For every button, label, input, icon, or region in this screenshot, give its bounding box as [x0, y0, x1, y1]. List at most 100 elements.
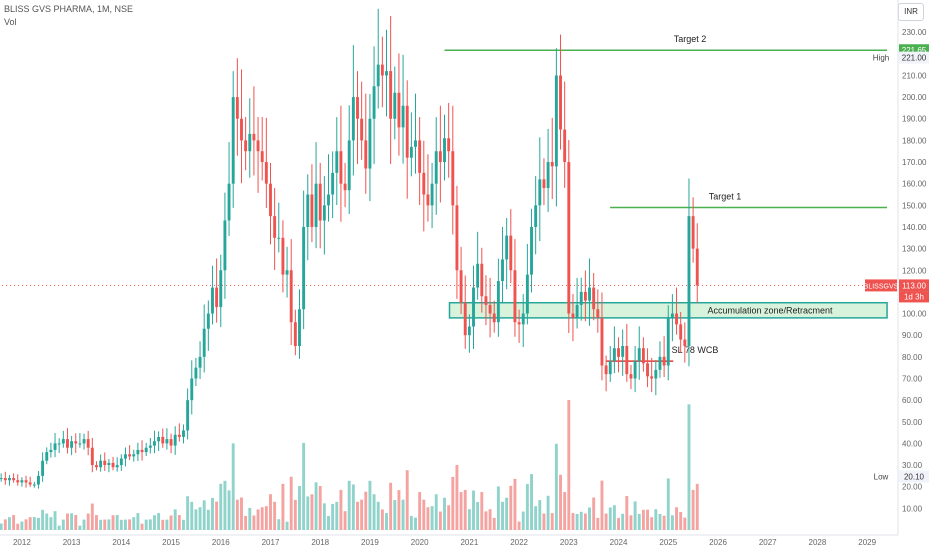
candle-body — [389, 71, 393, 119]
candle-body — [492, 313, 496, 323]
x-tick-label: 2018 — [311, 538, 329, 547]
volume-bar — [153, 515, 156, 530]
volume-bar — [8, 517, 11, 530]
zone-label: Accumulation zone/Retracment — [707, 305, 833, 315]
volume-bar — [447, 505, 451, 530]
volume-bar — [95, 515, 98, 530]
candle-body — [563, 129, 567, 163]
volume-bar — [240, 497, 243, 530]
x-tick-label: 2019 — [361, 538, 379, 547]
candle-body — [509, 235, 513, 271]
candle-body — [49, 449, 53, 453]
volume-bar — [670, 515, 674, 530]
volume-bar — [343, 511, 347, 530]
volume-bar — [501, 501, 504, 530]
volume-bar — [269, 494, 272, 530]
volume-bar — [430, 506, 434, 530]
candle-body — [414, 140, 417, 147]
volume-bar — [488, 509, 492, 530]
volume-bar — [227, 490, 231, 530]
candle-body — [240, 118, 243, 141]
volume-bar — [401, 499, 405, 530]
volume-bar — [521, 511, 525, 530]
volume-bar — [293, 499, 297, 530]
candle-body — [525, 274, 529, 314]
candle-body — [8, 478, 11, 481]
volume-bar — [654, 509, 658, 530]
volume-bar — [579, 511, 583, 530]
volume-bar — [24, 519, 28, 530]
candle-body — [422, 172, 426, 195]
candle-body — [144, 447, 148, 453]
candle-body — [153, 441, 156, 446]
volume-bar — [182, 519, 185, 530]
candle-body — [534, 205, 538, 227]
y-tick-label: 120.00 — [902, 266, 927, 275]
candle-body — [202, 328, 206, 357]
volume-bar — [335, 501, 339, 530]
candle-body — [679, 324, 683, 340]
annotation-label: SL 78 WCB — [672, 345, 719, 355]
y-tick-label: 140.00 — [902, 223, 927, 232]
candle-body — [132, 454, 136, 457]
x-tick-label: 2020 — [411, 538, 429, 547]
candle-body — [641, 348, 645, 364]
volume-bar — [41, 509, 45, 530]
candle-body — [687, 216, 691, 347]
candle-body — [691, 216, 695, 249]
volume-bar — [484, 511, 488, 530]
last-price-badge: 113.00 — [902, 281, 926, 290]
candle-body — [521, 313, 525, 325]
y-tick-label: 90.00 — [902, 331, 923, 340]
candle-body — [103, 460, 107, 466]
volume-bar — [306, 496, 310, 530]
candle-body — [140, 449, 144, 453]
candle-body — [496, 281, 500, 323]
candle-body — [90, 447, 94, 466]
volume-bar — [621, 513, 625, 530]
volume-bar — [695, 483, 699, 530]
volume-bar — [517, 521, 521, 530]
candle-body — [99, 460, 103, 468]
candle-body — [472, 287, 475, 327]
volume-bar — [169, 515, 173, 530]
volume-bar — [546, 495, 550, 530]
symbol-title: BLISS GVS PHARMA, 1M, NSE — [4, 4, 134, 14]
candle-body — [318, 183, 322, 221]
candle-body — [646, 363, 649, 377]
volume-bar — [322, 503, 326, 530]
volume-bar — [409, 515, 413, 530]
candle-body — [289, 270, 293, 323]
candle-body — [173, 434, 177, 446]
candle-body — [231, 97, 235, 184]
candle-body — [244, 140, 248, 152]
candle-body — [430, 183, 434, 206]
candle-body — [128, 454, 132, 457]
volume-bar — [612, 505, 616, 530]
volume-bar — [244, 515, 248, 530]
candle-body — [161, 436, 165, 444]
volume-bar — [534, 506, 538, 530]
volume-bar — [505, 497, 509, 530]
candle-body — [206, 313, 210, 329]
volume-bar — [554, 443, 558, 530]
target-price-badge: 221.65 — [902, 46, 927, 55]
candle-body — [517, 322, 521, 325]
volume-bar — [252, 515, 256, 530]
x-tick-label: 2025 — [659, 538, 677, 547]
volume-bar — [641, 509, 645, 530]
candle-body — [32, 484, 36, 486]
y-tick-label: 180.00 — [902, 136, 927, 145]
volume-bar — [397, 490, 401, 530]
volume-bar — [438, 511, 442, 530]
volume-bar — [70, 513, 74, 530]
candle-body — [327, 194, 330, 206]
volume-bar — [480, 492, 484, 530]
volume-bar — [277, 519, 281, 530]
candle-body — [16, 480, 20, 483]
candle-body — [368, 118, 372, 169]
volume-bar — [331, 504, 335, 530]
x-tick-label: 2026 — [709, 538, 727, 547]
candle-body — [86, 439, 90, 448]
